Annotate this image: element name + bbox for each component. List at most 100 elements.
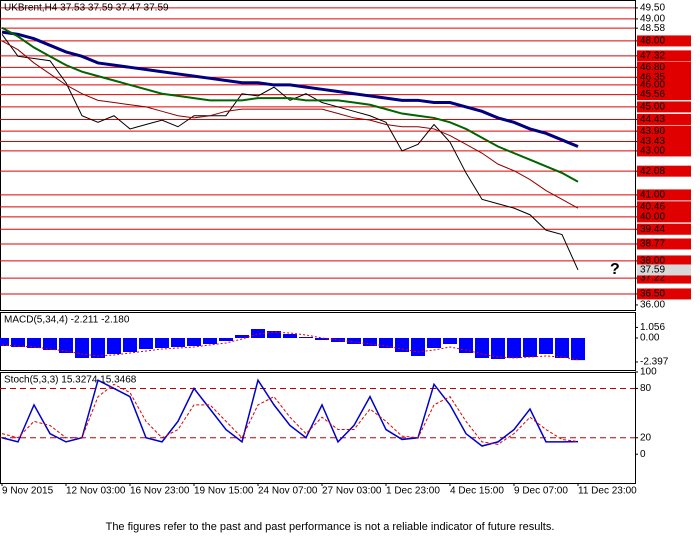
macd-bar [27,338,41,348]
macd-bar [187,338,201,346]
panel-frame [0,0,636,311]
series-line [1,378,579,447]
y-tick-label: 47.32 [640,51,665,62]
y-tick-label: 37.22 [640,273,665,284]
y-tick-label: 1.056 [640,322,665,333]
macd-bar [427,338,441,348]
y-tick-label: 46.35 [640,72,665,83]
x-tick-label: 9 Dec 07:00 [514,486,568,497]
panel-frame [0,372,636,484]
current-price: 37.59 [640,265,665,276]
macd-bar [91,338,105,358]
down-arrow [620,281,632,300]
y-tick-label: 42.08 [640,166,665,177]
tick-label-bg [637,201,691,213]
macd-bar [171,338,185,347]
panel-title: MACD(5,34,4) -2.211 -2.180 [4,315,130,326]
y-tick-label: 38.00 [640,256,665,267]
macd-bar [523,338,537,357]
macd-bar [331,338,345,342]
tick-label-bg [637,255,691,267]
macd-bar [43,338,57,350]
tick-label-bg [637,189,691,201]
series-line [1,26,579,183]
macd-bar [235,335,249,338]
x-tick-label: 27 Nov 03:00 [322,486,382,497]
macd-bar [443,338,457,344]
series-line [1,383,579,445]
macd-bar [203,338,217,344]
macd-bar [267,331,281,338]
macd-bar [59,338,73,353]
macd-bar [555,338,569,358]
y-tick-label: 39.44 [640,224,665,235]
tick-label-bg [637,135,691,147]
y-tick-label: 38.77 [640,239,665,250]
tick-label-bg [637,113,691,125]
macd-bar [123,338,137,352]
panel-title: Stoch(5,3,3) 15.3274 15.3468 [4,375,137,386]
macd-bar [219,338,233,341]
y-tick-label: 45.56 [640,89,665,100]
x-tick-label: 16 Nov 23:00 [130,486,190,497]
tick-label-bg [637,61,691,73]
macd-bar [299,337,313,338]
disclaimer: The figures refer to the past and past p… [106,521,555,533]
x-tick-label: 12 Nov 03:00 [66,486,126,497]
macd-bar [363,338,377,346]
y-tick-label: 0.00 [640,333,660,344]
series-line [1,40,579,209]
scenario-mark: ? [610,261,620,278]
y-tick-label: 45.00 [640,102,665,113]
tick-label-bg [637,89,691,101]
x-tick-label: 9 Nov 2015 [2,486,54,497]
x-tick-label: 4 Dec 15:00 [450,486,504,497]
macd-bar [475,338,489,358]
current-price-bg [637,264,691,276]
tick-label-bg [637,288,691,300]
tick-label-bg [637,101,691,113]
macd-bar [379,338,393,348]
macd-bar [315,338,329,340]
x-tick-label: 19 Nov 15:00 [194,486,254,497]
y-tick-label: 40.00 [640,212,665,223]
tick-label-bg [637,211,691,223]
y-tick-label: 43.00 [640,146,665,157]
macd-bar [411,338,425,356]
tick-label-bg [637,145,691,157]
tick-label-bg [637,71,691,83]
up-arrow [618,251,634,283]
tick-label-bg [637,272,691,284]
y-tick-label: 49.50 [640,3,665,14]
y-tick-label: 80 [640,383,652,394]
up-arrowhead [624,243,637,256]
tick-label-bg [637,238,691,250]
macd-bar [155,338,169,348]
series-line [1,30,579,148]
y-tick-label: 41.00 [640,190,665,201]
macd-bar [107,338,121,354]
panel-title: UKBrent,H4 37.53 37.59 37.47 37.59 [4,3,169,14]
macd-bar [507,338,521,358]
tick-label-bg [637,223,691,235]
series-line [1,331,579,361]
down-arrowhead [623,299,637,310]
y-tick-label: 36.50 [640,289,665,300]
macd-bar [283,334,297,338]
series-line [1,34,579,271]
y-tick-label: 46.00 [640,80,665,91]
tick-label-bg [637,50,691,62]
macd-bar [539,338,553,354]
y-tick-label: -2.397 [640,357,669,368]
y-tick-label: 20 [640,432,652,443]
tick-label-bg [637,165,691,177]
macd-bar [139,338,153,349]
macd-bar [571,338,585,361]
x-tick-label: 1 Dec 23:00 [386,486,440,497]
macd-bar [251,329,265,338]
macd-bar [491,338,505,359]
y-tick-label: 40.46 [640,201,665,212]
x-tick-label: 24 Nov 07:00 [258,486,318,497]
